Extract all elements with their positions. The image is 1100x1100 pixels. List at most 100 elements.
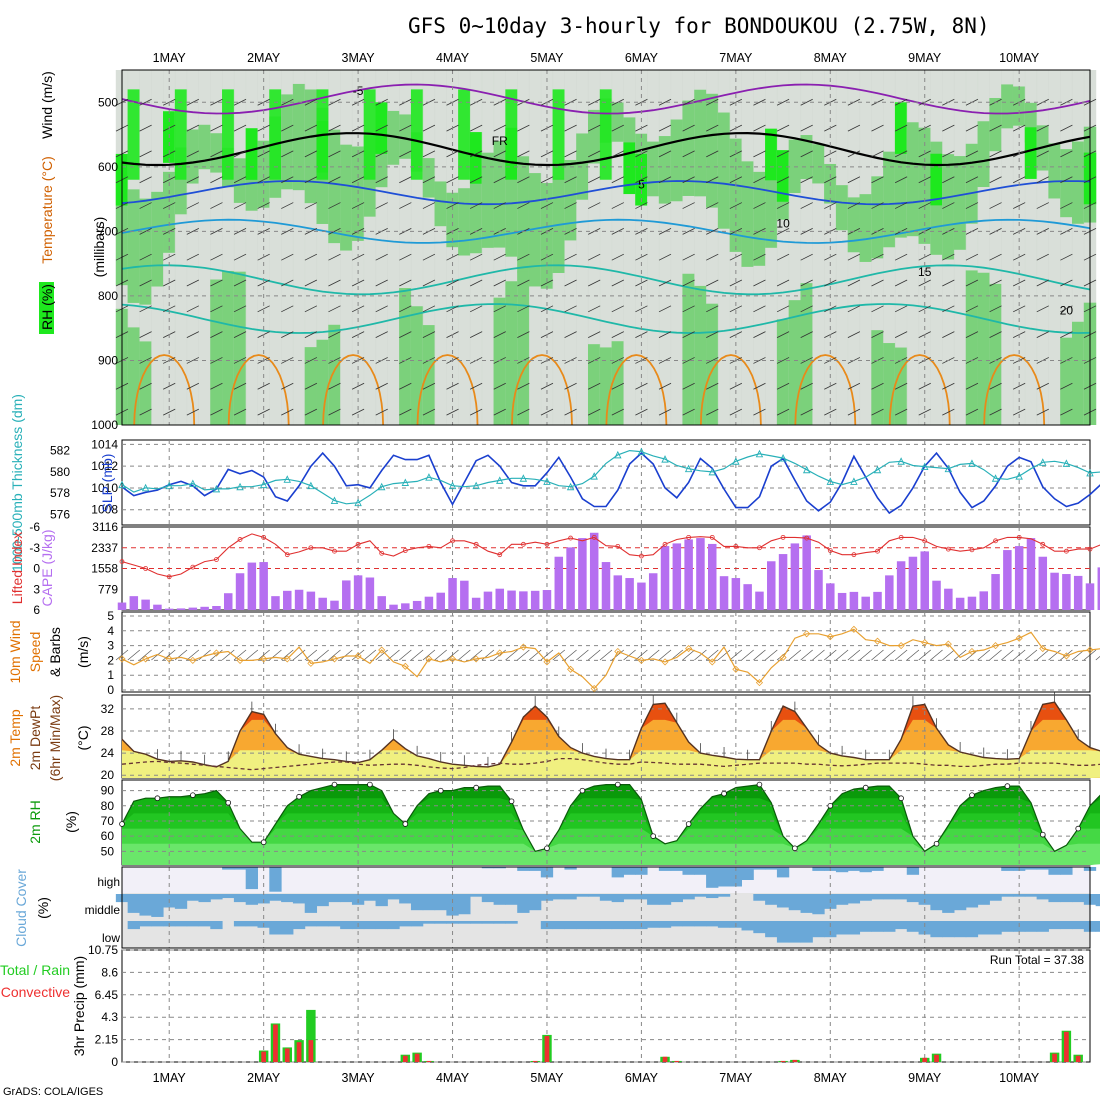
- cloud-bar-middle: [753, 894, 766, 901]
- wind-barb: [233, 228, 247, 235]
- wind-barb: [776, 150, 790, 158]
- wind-barb: [658, 382, 672, 390]
- rh-band-mid: [186, 129, 200, 184]
- cape-bar: [530, 590, 540, 610]
- cloud-axis-label-2: (%): [35, 897, 51, 919]
- wind-barb-10m: [576, 649, 589, 661]
- wind-barb-10m: [894, 649, 908, 661]
- rh-marker: [508, 798, 515, 805]
- wind-barb-10m: [765, 649, 778, 661]
- wind-barb: [399, 279, 412, 287]
- wind-barb: [375, 202, 388, 209]
- wind-barb: [163, 176, 176, 184]
- wind-speed-marker: [212, 649, 221, 657]
- cloud-bar-middle: [151, 894, 164, 917]
- wind-barb: [965, 408, 979, 416]
- rh-band-light: [1001, 70, 1014, 425]
- cloud-bar-middle: [363, 894, 377, 901]
- wind-barb: [281, 150, 294, 158]
- rh-band-light: [564, 70, 577, 425]
- cloud-bar-low: [894, 921, 908, 930]
- cloud-bar-high: [741, 867, 754, 880]
- warm-contour: [700, 354, 762, 426]
- thickness-marker: [944, 464, 953, 473]
- rh-band-mid: [1071, 321, 1085, 425]
- wind-barb: [847, 176, 861, 184]
- wind-barb-10m: [340, 649, 353, 661]
- wind-barb: [1060, 331, 1073, 338]
- cloud-bar-middle: [894, 894, 908, 900]
- cape-bar: [212, 606, 221, 610]
- rh-band-mid: [292, 83, 306, 191]
- wind-speed-marker: [142, 655, 150, 663]
- wind-barb-10m: [835, 649, 849, 661]
- wind-barb: [918, 305, 931, 313]
- wind-barb: [658, 98, 672, 106]
- cloud-bar-low: [706, 921, 719, 927]
- wind-barb: [588, 253, 601, 261]
- wind-barb: [847, 202, 861, 209]
- cape-bar: [223, 593, 233, 610]
- cloud-bar-low: [245, 921, 259, 927]
- wind-barb: [658, 331, 672, 338]
- wind-speed-marker: [283, 655, 291, 663]
- wind-barb: [1012, 305, 1026, 313]
- rh-band-mid: [127, 189, 141, 303]
- cloud-bar-high: [706, 867, 719, 888]
- cloud-bar-low: [918, 921, 931, 935]
- wind-barb: [139, 124, 152, 132]
- thickness-marker: [189, 479, 197, 488]
- cape-bar: [1062, 574, 1071, 610]
- wind-barb: [281, 331, 294, 338]
- wind-barb: [304, 228, 318, 235]
- thickness-marker: [897, 457, 905, 465]
- wind-barb-10m: [505, 649, 518, 661]
- rh-band-mid: [812, 144, 825, 184]
- wind-barb: [493, 408, 506, 416]
- rh-band-mid: [1001, 84, 1014, 129]
- warm-contour: [605, 354, 668, 426]
- wind-barb: [281, 176, 294, 184]
- thickness-marker: [708, 467, 716, 476]
- wind-barb: [871, 124, 884, 132]
- cloud-bar-middle: [292, 894, 306, 904]
- wind-barb: [375, 382, 388, 390]
- wind-barb: [847, 382, 861, 390]
- cape-bar: [790, 543, 800, 610]
- wind-barb: [871, 305, 884, 313]
- wind-barb: [233, 331, 247, 338]
- isotherm-line: [121, 303, 1091, 334]
- temp-tick-label: 24: [101, 746, 115, 760]
- rh-band-mid: [340, 144, 353, 251]
- wind-barb: [233, 124, 247, 132]
- lifted-index-marker: [190, 564, 196, 570]
- rh-band-mid: [647, 141, 660, 197]
- cloud-panel: high middle low Cloud Cover (%): [13, 866, 1100, 949]
- wind-barb: [1012, 176, 1026, 184]
- isotherm-line: [121, 83, 1091, 115]
- wind-barb: [469, 176, 483, 184]
- wind-barb: [753, 357, 766, 364]
- cloud-bar-high: [859, 867, 872, 873]
- wind-barb: [422, 202, 436, 209]
- rh-band-high: [1024, 127, 1038, 179]
- cloud-bar-low: [1036, 921, 1049, 932]
- slp-line: [121, 451, 1100, 515]
- cloud-bar-low: [127, 921, 140, 930]
- wind-barb-10m: [741, 649, 754, 661]
- wind-barb: [517, 382, 530, 390]
- wind-barb: [824, 279, 837, 287]
- wind-barb: [233, 357, 247, 364]
- chart-title: GFS 0~10day 3-hourly for BONDOUKOU (2.75…: [408, 14, 990, 38]
- cape-bar: [896, 561, 906, 610]
- cape-bar: [471, 597, 481, 610]
- wind-barb: [422, 408, 436, 416]
- thickness-marker: [614, 450, 622, 459]
- precip-tick-label: 2.15: [95, 1033, 119, 1047]
- cape-bar: [719, 576, 729, 610]
- wind-barb-10m: [316, 649, 329, 661]
- wind-barb-10m: [162, 649, 176, 661]
- cloud-bar-low: [269, 921, 282, 935]
- cape-bar: [519, 591, 528, 610]
- rh-marker: [225, 799, 232, 806]
